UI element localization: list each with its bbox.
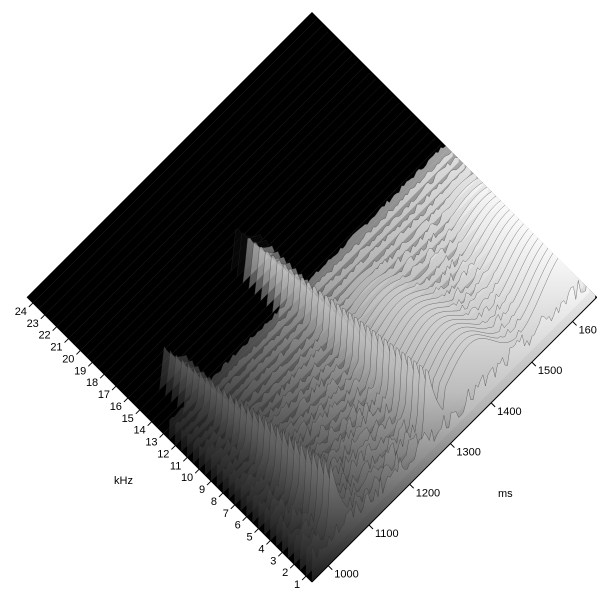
y-tick-mark bbox=[266, 540, 271, 545]
y-tick-label: 13 bbox=[145, 437, 157, 449]
surface-slice bbox=[98, 84, 382, 369]
y-tick-mark bbox=[123, 397, 129, 403]
y-tick-label: 18 bbox=[86, 377, 98, 389]
x-axis-line bbox=[311, 296, 597, 583]
x-tick-label: 1100 bbox=[375, 528, 399, 540]
y-tick-mark bbox=[301, 575, 307, 581]
surface-slice bbox=[50, 37, 335, 322]
x-tick-mark bbox=[409, 483, 415, 489]
y-tick-label: 23 bbox=[27, 318, 39, 330]
x-tick-mark bbox=[572, 321, 577, 326]
surface-slice bbox=[299, 237, 584, 571]
y-tick-label: 1 bbox=[294, 579, 300, 591]
surface-slice bbox=[80, 66, 365, 351]
y-tick-mark bbox=[28, 302, 34, 308]
surface-slice bbox=[68, 54, 353, 339]
y-tick-mark bbox=[242, 516, 248, 522]
surface-slice bbox=[151, 138, 436, 422]
y-tick-mark bbox=[99, 373, 105, 379]
y-tick-label: 21 bbox=[50, 342, 62, 354]
surface-slice bbox=[115, 102, 400, 387]
surface-slice bbox=[32, 19, 317, 304]
surface-slice bbox=[27, 13, 311, 298]
y-tick-label: 6 bbox=[235, 520, 241, 532]
y-tick-mark bbox=[182, 456, 188, 462]
x-tick-label: 1600 bbox=[579, 324, 597, 336]
y-tick-mark bbox=[277, 551, 283, 557]
surface-slice bbox=[103, 90, 388, 375]
y-tick-label: 10 bbox=[181, 472, 193, 484]
x-tick-label: 1200 bbox=[416, 487, 440, 499]
y-axis-label: kHz bbox=[114, 475, 133, 487]
x-tick-mark bbox=[531, 361, 537, 367]
y-tick-label: 8 bbox=[211, 496, 217, 508]
y-tick-label: 19 bbox=[74, 365, 86, 377]
y-tick-mark bbox=[135, 409, 141, 415]
y-tick-label: 15 bbox=[122, 413, 134, 425]
surface-slice bbox=[74, 60, 359, 345]
x-tick-mark bbox=[327, 565, 333, 571]
y-tick-mark bbox=[147, 421, 153, 427]
surface-layer bbox=[27, 13, 596, 582]
surface-slice bbox=[62, 48, 347, 333]
surface-slice bbox=[305, 241, 590, 577]
y-tick-label: 3 bbox=[270, 555, 276, 567]
y-tick-label: 2 bbox=[282, 567, 288, 579]
y-tick-label: 16 bbox=[110, 401, 122, 413]
y-tick-mark bbox=[64, 338, 69, 343]
x-axis-label: ms bbox=[498, 488, 513, 500]
y-tick-mark bbox=[194, 468, 200, 474]
y-tick-label: 5 bbox=[246, 532, 252, 544]
y-tick-mark bbox=[254, 528, 259, 533]
y-axis-line bbox=[26, 296, 313, 583]
y-tick-label: 7 bbox=[223, 508, 229, 520]
y-tick-label: 11 bbox=[170, 460, 181, 472]
x-tick-label: 1400 bbox=[497, 406, 521, 418]
surface-slice bbox=[86, 72, 371, 357]
x-tick-label: 1000 bbox=[334, 569, 358, 581]
y-tick-label: 4 bbox=[258, 543, 264, 555]
y-tick-mark bbox=[230, 504, 236, 510]
surface-slice bbox=[44, 31, 329, 316]
x-tick-label: 1300 bbox=[456, 447, 480, 459]
y-tick-label: 12 bbox=[157, 448, 169, 460]
y-tick-mark bbox=[159, 433, 164, 438]
x-tick-mark bbox=[490, 402, 496, 408]
y-tick-label: 14 bbox=[133, 425, 145, 437]
surface-slice bbox=[38, 25, 323, 310]
y-tick-label: 9 bbox=[199, 484, 205, 496]
y-tick-label: 24 bbox=[15, 306, 27, 318]
y-tick-label: 17 bbox=[98, 389, 110, 401]
y-tick-mark bbox=[171, 445, 176, 450]
y-tick-label: 20 bbox=[62, 353, 74, 365]
y-tick-label: 22 bbox=[38, 330, 50, 342]
y-tick-mark bbox=[206, 480, 212, 486]
y-tick-mark bbox=[289, 563, 295, 569]
x-tick-mark bbox=[450, 443, 455, 448]
y-tick-mark bbox=[76, 350, 81, 355]
y-tick-mark bbox=[218, 492, 224, 498]
surface-slice bbox=[56, 43, 341, 327]
surface-slice bbox=[145, 132, 430, 417]
y-tick-mark bbox=[52, 326, 58, 332]
x-tick-mark bbox=[368, 524, 374, 530]
y-tick-mark bbox=[87, 361, 93, 367]
y-tick-mark bbox=[40, 314, 46, 320]
x-tick-label: 1500 bbox=[538, 365, 562, 377]
surface-slice bbox=[311, 269, 596, 582]
x-axis: 1000 1100 1200 1300 1400 1500 1600 bbox=[311, 296, 597, 583]
y-tick-mark bbox=[111, 385, 117, 391]
surface-slice bbox=[121, 108, 406, 393]
surface-slice bbox=[92, 78, 376, 363]
